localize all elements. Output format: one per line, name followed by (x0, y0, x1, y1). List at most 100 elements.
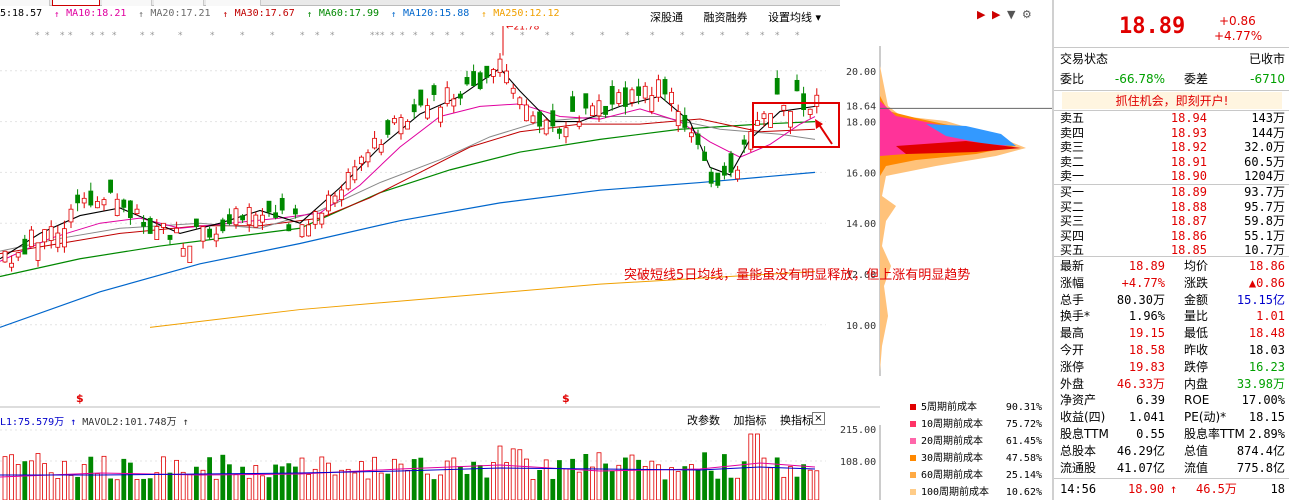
event-star-icon: * (625, 31, 630, 41)
volume-bar (788, 466, 793, 500)
stat-value: 15.15亿 (1236, 292, 1285, 307)
order-label: 卖一 (1060, 169, 1085, 183)
ask-row: 卖二 18.91 60.5万 (1060, 155, 1285, 169)
event-star-icon: * (90, 31, 95, 41)
bid-row: 买五 18.85 10.7万 (1060, 243, 1285, 257)
set-ma-button[interactable]: 设置均线 ▾ (768, 11, 822, 24)
volume-bar (609, 470, 615, 500)
tab[interactable] (154, 0, 204, 6)
candle-body (28, 229, 34, 247)
settings-icon[interactable]: ⚙ (1021, 8, 1032, 21)
candle-body (788, 110, 793, 128)
stat-label: 涨幅 (1060, 275, 1085, 290)
volume-bar (708, 470, 714, 500)
stat-label: 均价 (1184, 259, 1209, 273)
candle-body (649, 95, 655, 112)
volume-bar (226, 464, 232, 500)
tab[interactable] (102, 0, 152, 6)
order-volume: 143万 (1251, 111, 1285, 125)
volume-axis-label: 215.00 (840, 425, 876, 436)
tab-active[interactable] (52, 0, 100, 6)
order-label: 卖二 (1060, 154, 1085, 169)
tab[interactable] (0, 0, 50, 6)
volume-bar (81, 464, 87, 500)
event-star-icon: * (490, 31, 495, 41)
candle-body (530, 115, 536, 124)
event-star-icon: * (240, 31, 245, 41)
candle-body (583, 93, 589, 109)
arrow-icon: ↑ (70, 417, 77, 428)
volume-bar (484, 477, 490, 500)
stat-value: ▲0.86 (1248, 275, 1285, 290)
volume-bar (233, 473, 239, 500)
volume-bar (345, 468, 351, 500)
candle-body (35, 242, 41, 261)
add-indicator-button[interactable]: 加指标 (733, 414, 767, 427)
order-price: 18.88 (1170, 199, 1207, 214)
stat-label: 最新 (1060, 259, 1085, 273)
quote-panel: 18.89 +0.86 +4.77% 交易状态 已收市 委比 -66.78% 委… (1052, 0, 1289, 500)
dividend-marker-icon: $ (562, 392, 570, 405)
margin-trading-button[interactable]: 融资融券 (703, 11, 748, 24)
event-star-icon: * (60, 31, 65, 41)
stat-label: 股息率TTM (1184, 427, 1245, 441)
chip-legend-name: 10周期前成本 (921, 419, 984, 430)
stat-value: 874.4亿 (1236, 443, 1285, 458)
volume-bar (259, 475, 265, 500)
flag-icon[interactable]: ▶ (977, 8, 986, 21)
candle-body (279, 197, 285, 211)
volume-bar (431, 479, 437, 500)
ma-legend-item: ↑ MA120:15.88 (391, 8, 475, 20)
open-account-banner[interactable]: 抓住机会，即刻开户! (1062, 92, 1282, 109)
volume-bar (550, 478, 556, 500)
candle-body (431, 85, 437, 95)
candle-body (240, 215, 246, 221)
candle-body (689, 132, 694, 138)
volume-bar (332, 474, 338, 500)
order-label: 买四 (1060, 228, 1085, 243)
event-star-icon: * (390, 31, 395, 41)
candle-body (319, 212, 325, 225)
volume-bar (385, 473, 391, 500)
stat-value: 17.00% (1241, 393, 1285, 408)
volume-bar (220, 454, 226, 500)
candle-body (603, 105, 608, 115)
order-price: 18.93 (1170, 125, 1207, 140)
volume-bar (121, 458, 127, 500)
volume-bar (497, 445, 503, 500)
candle-body (398, 117, 404, 135)
candle-body (312, 211, 318, 225)
candle-body (497, 58, 503, 74)
down-arrow-icon[interactable]: ▼ (1006, 8, 1016, 21)
volume-bar (273, 464, 279, 500)
volume-bar (451, 457, 457, 500)
candle-body (543, 119, 549, 135)
edit-params-button[interactable]: 改参数 (687, 414, 720, 427)
color-swatch (910, 455, 916, 461)
arrow-icon: ↑ (481, 10, 487, 20)
volume-bar (424, 473, 430, 500)
ma120-line (0, 171, 816, 328)
candle-body (207, 228, 213, 238)
event-star-icon: * (445, 31, 450, 41)
stat-value: 775.8亿 (1236, 460, 1285, 475)
close-icon[interactable]: × (812, 412, 825, 425)
stat-value: 18.89 (1128, 259, 1165, 273)
volume-bar (682, 466, 688, 500)
tab[interactable] (206, 0, 261, 6)
switch-indicator-button[interactable]: 换指标 (780, 414, 813, 427)
volume-bar (510, 448, 516, 500)
volume-bar (213, 478, 219, 500)
volume-bar (590, 466, 595, 500)
change-pct: +4.77% (1214, 29, 1263, 43)
hsgt-button[interactable]: 深股通 (650, 11, 683, 24)
candle-body (187, 245, 193, 263)
candlestick-chart[interactable]: * * * * * * * * * * * * * * * * * * * * * * * * * * * * * * * * * * * * * * *←… (0, 26, 880, 411)
volume-bar (596, 452, 602, 500)
volume-bar (728, 477, 734, 500)
flag-icon[interactable]: ▶ (991, 8, 1001, 21)
chip-legend-name: 30周期前成本 (921, 453, 984, 464)
event-star-icon: * (68, 31, 73, 41)
stat-row: 股息TTM 0.55 股息率TTM 2.89% (1060, 426, 1285, 443)
ma-legend-label: MA250:12.12 (493, 8, 560, 19)
